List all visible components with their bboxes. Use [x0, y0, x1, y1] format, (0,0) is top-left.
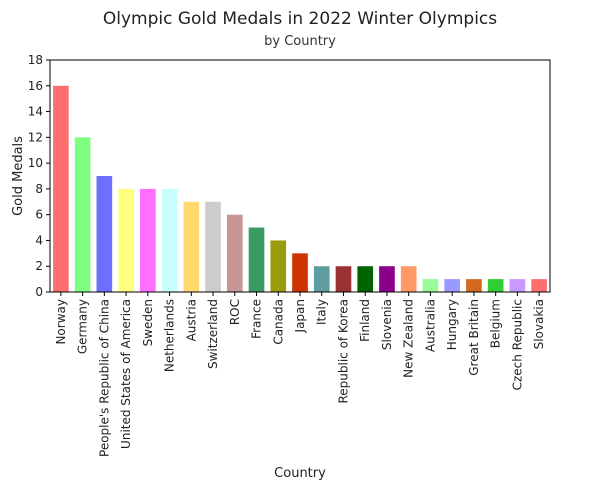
- x-tick-label: ROC: [228, 299, 242, 325]
- x-tick-label: France: [250, 299, 264, 339]
- bar[interactable]: [53, 85, 69, 293]
- bar[interactable]: [270, 240, 287, 292]
- bar[interactable]: [74, 137, 91, 292]
- bar[interactable]: [357, 266, 374, 292]
- x-tick-label: Norway: [54, 299, 68, 345]
- bar[interactable]: [292, 253, 308, 292]
- x-tick-label: Republic of Korea: [336, 299, 350, 404]
- x-tick-label: Slovenia: [380, 299, 394, 350]
- x-tick-label: Finland: [358, 299, 372, 342]
- x-axis-ticks: Norway Germany People's Republic of China U…: [54, 292, 546, 457]
- x-tick-label: Japan: [293, 299, 307, 333]
- x-tick-label: Canada: [271, 299, 285, 345]
- y-tick-label: 14: [28, 105, 43, 119]
- bars-group: [53, 85, 547, 293]
- y-axis-ticks: 0 2 4 6 8 10 12 14 16 18: [28, 53, 50, 299]
- x-tick-label: Slovakia: [532, 299, 546, 349]
- x-tick-label: Australia: [423, 299, 437, 352]
- bar[interactable]: [400, 266, 417, 292]
- y-axis-title: Gold Medals: [11, 136, 26, 216]
- bar[interactable]: [248, 227, 265, 292]
- x-tick-label: New Zealand: [402, 299, 416, 378]
- bar[interactable]: [379, 266, 395, 292]
- x-tick-label: Hungary: [445, 299, 459, 350]
- bar[interactable]: [183, 201, 200, 292]
- x-tick-label: Netherlands: [163, 299, 177, 372]
- y-tick-label: 2: [35, 259, 43, 273]
- x-tick-label: Belgium: [489, 299, 503, 348]
- y-tick-label: 6: [35, 208, 43, 222]
- bar[interactable]: [422, 279, 439, 292]
- bar[interactable]: [96, 176, 113, 292]
- plot-area-frame: [49, 59, 551, 293]
- bar[interactable]: [444, 279, 460, 292]
- y-tick-label: 4: [35, 233, 43, 247]
- y-tick-label: 10: [28, 156, 43, 170]
- bar[interactable]: [313, 266, 330, 292]
- x-tick-label: Italy: [315, 299, 329, 325]
- bar[interactable]: [161, 188, 178, 292]
- y-tick-label: 18: [28, 53, 43, 67]
- y-tick-label: 12: [28, 130, 43, 144]
- x-tick-label: Czech Republic: [510, 299, 524, 390]
- x-tick-label: Switzerland: [206, 299, 220, 369]
- y-tick-label: 0: [35, 285, 43, 299]
- bar[interactable]: [531, 279, 547, 292]
- bar[interactable]: [140, 188, 156, 292]
- x-tick-label: United States of America: [119, 299, 133, 449]
- chart-title: Olympic Gold Medals in 2022 Winter Olymp…: [103, 9, 497, 29]
- bar[interactable]: [118, 188, 134, 292]
- x-tick-label: Sweden: [141, 299, 155, 346]
- x-tick-label: Austria: [184, 299, 198, 341]
- bar[interactable]: [226, 214, 243, 292]
- x-tick-label: People's Republic of China: [97, 299, 111, 457]
- bar[interactable]: [509, 279, 526, 292]
- y-tick-label: 16: [28, 79, 43, 93]
- x-tick-label: Germany: [76, 299, 90, 354]
- x-tick-label: Great Britain: [467, 299, 481, 376]
- x-axis-title: Country: [274, 466, 326, 481]
- bar[interactable]: [205, 201, 221, 292]
- chart-subtitle: by Country: [264, 34, 336, 49]
- bar[interactable]: [335, 266, 352, 292]
- bar[interactable]: [466, 279, 482, 292]
- bar[interactable]: [487, 279, 504, 292]
- y-tick-label: 8: [35, 182, 43, 196]
